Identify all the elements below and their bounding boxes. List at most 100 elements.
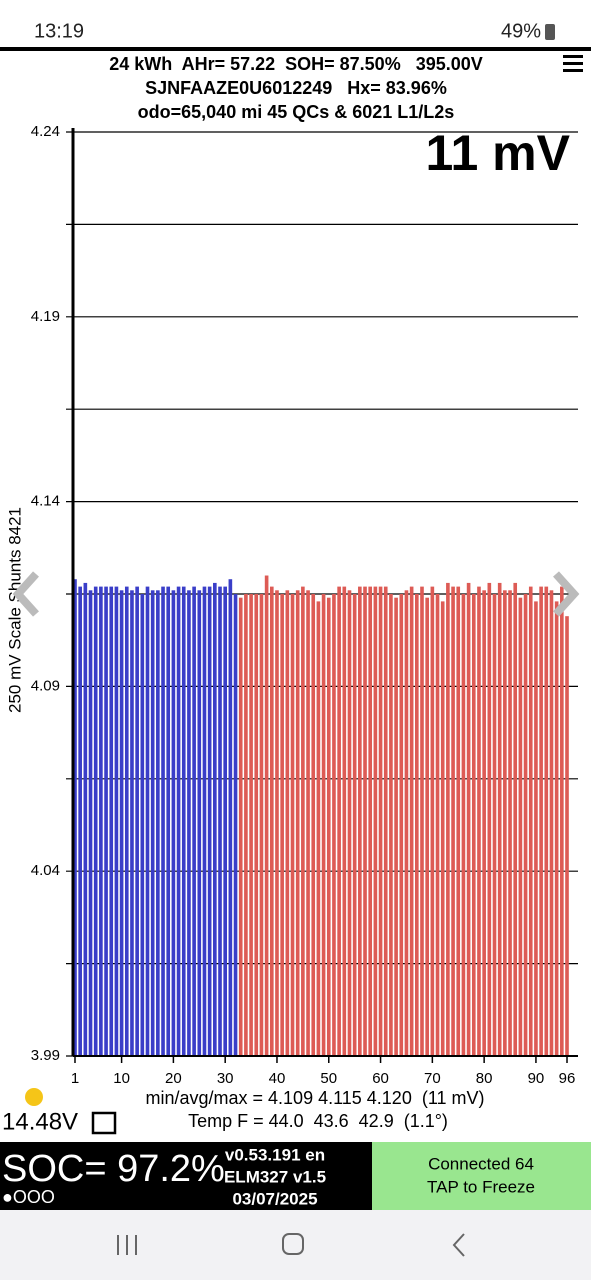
bar: [181, 586, 186, 1056]
minmax-text: min/avg/max = 4.109 4.115 4.120 (11 mV): [145, 1088, 484, 1108]
freeze-button[interactable]: Connected 64 TAP to Freeze: [372, 1142, 591, 1210]
bar: [471, 594, 476, 1056]
bar: [238, 597, 243, 1056]
temp-text: Temp F = 44.0 43.6 42.9 (1.1°): [188, 1111, 448, 1131]
bar: [342, 586, 347, 1056]
bar: [171, 590, 176, 1056]
bar: [285, 590, 290, 1056]
bar: [503, 590, 507, 1056]
bar: [508, 590, 512, 1056]
bar: [373, 586, 378, 1056]
bar: [352, 594, 357, 1056]
next-arrow[interactable]: [553, 571, 580, 617]
bar: [409, 586, 414, 1056]
connected-text: Connected 64: [428, 1154, 534, 1173]
bar: [114, 586, 119, 1056]
bar: [394, 597, 398, 1056]
y-tick-label: 4.04: [31, 862, 60, 879]
bar: [466, 582, 471, 1056]
bar: [244, 594, 248, 1056]
nav-back[interactable]: [452, 1233, 465, 1257]
bar: [140, 594, 145, 1056]
bar: [451, 586, 455, 1056]
adapter-text: ELM327 v1.5: [224, 1167, 326, 1186]
bar: [554, 601, 559, 1056]
bar: [109, 586, 114, 1056]
x-tick-label: 1: [71, 1070, 79, 1087]
bar: [166, 586, 171, 1056]
freeze-text: TAP to Freeze: [427, 1177, 535, 1196]
bar: [301, 586, 305, 1056]
bar: [430, 586, 435, 1056]
bar: [518, 597, 523, 1056]
bar: [290, 594, 295, 1056]
x-tick-label: 70: [424, 1070, 441, 1087]
freeze-box: [372, 1142, 591, 1210]
bar: [213, 582, 217, 1056]
spread-label: 11 mV: [425, 125, 570, 181]
soc-text: SOC= 97.2%: [2, 1148, 225, 1190]
status-battery: 49%: [501, 20, 541, 42]
x-tick-label: 50: [320, 1070, 337, 1087]
bar: [202, 586, 207, 1056]
x-tick-label: 30: [217, 1070, 234, 1087]
bar: [425, 597, 429, 1056]
bulb-icon[interactable]: [25, 1088, 43, 1106]
bar: [440, 601, 445, 1056]
bar: [156, 590, 160, 1056]
bar: [223, 586, 227, 1056]
bar: [435, 594, 440, 1056]
bar: [528, 586, 533, 1056]
y-axis-label: 250 mV Scale Shunts 8421: [5, 507, 24, 713]
y-tick-label: 4.19: [31, 308, 60, 325]
x-tick-label: 80: [476, 1070, 493, 1087]
x-tick-label: 10: [113, 1070, 130, 1087]
bar: [513, 582, 518, 1056]
bar: [311, 594, 316, 1056]
y-tick-label: 4.09: [31, 677, 60, 694]
bar: [492, 594, 497, 1056]
bar: [150, 590, 155, 1056]
bar: [539, 586, 543, 1056]
bar: [130, 590, 134, 1056]
header-line: SJNFAAZE0U6012249 Hx= 83.96%: [145, 78, 447, 98]
header-line: odo=65,040 mi 45 QCs & 6021 L1/L2s: [138, 102, 455, 122]
menu-button[interactable]: [563, 55, 583, 72]
bar: [383, 586, 388, 1056]
bar: [218, 586, 222, 1056]
bar: [197, 590, 202, 1056]
bar: [544, 586, 549, 1056]
bar: [192, 586, 196, 1056]
bar: [88, 590, 93, 1056]
bar: [176, 586, 181, 1056]
bar: [534, 601, 538, 1056]
bar: [249, 594, 253, 1056]
bar: [264, 575, 269, 1056]
nav-bar: [0, 1210, 591, 1280]
y-tick-label: 3.99: [31, 1047, 60, 1064]
prev-arrow[interactable]: [12, 571, 39, 617]
bar: [321, 594, 326, 1056]
bar: [358, 586, 362, 1056]
menu-bar: [563, 62, 583, 65]
nav-home[interactable]: [282, 1233, 304, 1255]
bar: [337, 586, 341, 1056]
bar: [399, 594, 404, 1056]
bar: [280, 594, 284, 1056]
chart: 3.99 4.04 4.09 4.14 4.19 4.24 1 10 20 30 40 50 60 70 8…: [31, 123, 578, 1087]
bar: [145, 586, 150, 1056]
bar: [233, 594, 238, 1056]
nav-recent[interactable]: [117, 1235, 137, 1255]
bar: [326, 597, 331, 1056]
bar: [378, 586, 383, 1056]
bar: [99, 586, 103, 1056]
bar: [404, 590, 409, 1056]
bar: [275, 590, 279, 1056]
bar: [368, 586, 373, 1056]
calendar-icon[interactable]: [91, 1111, 117, 1135]
voltage-text: 14.48V: [2, 1108, 78, 1135]
bar: [187, 590, 191, 1056]
dots-text: ●OOO: [2, 1187, 55, 1207]
x-tick-label: 96: [559, 1070, 576, 1087]
